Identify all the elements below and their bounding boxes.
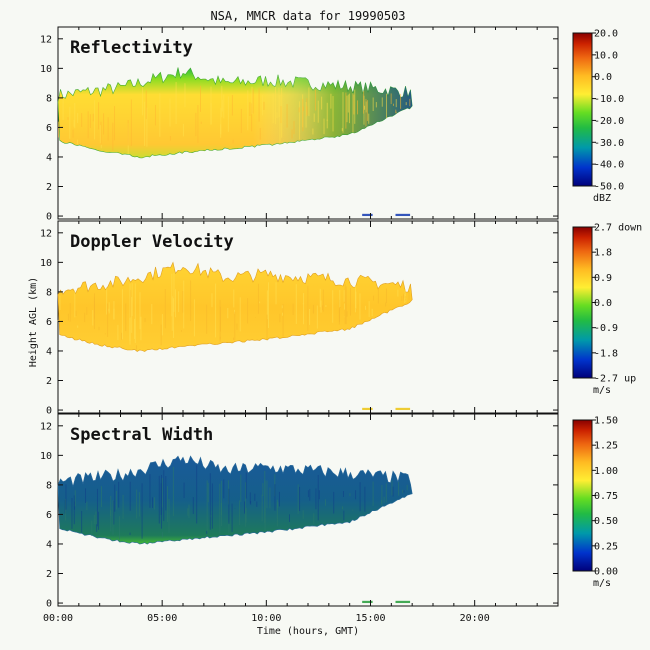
y-tick-label: 6 xyxy=(46,317,52,328)
colorbar-tick-label: 20.0 xyxy=(594,29,618,40)
cloud-echo xyxy=(57,455,413,545)
x-axis-label: Time (hours, GMT) xyxy=(257,626,359,637)
surface-echo xyxy=(395,213,411,217)
x-tick-label: 05:00 xyxy=(147,613,177,624)
panel-title: Doppler Velocity xyxy=(70,232,234,252)
surface-echo xyxy=(362,600,373,604)
x-tick-label: 10:00 xyxy=(251,613,281,624)
panel-1: Reflectivity 0 2 4 6 8 10 12 20.0 10.0 0.0 -10.0 -20… xyxy=(40,26,624,223)
y-tick-label: 12 xyxy=(40,34,52,45)
colorbar-units: dBZ xyxy=(593,193,611,204)
y-tick-label: 0 xyxy=(46,406,52,417)
colorbar-tick-label: 1.50 xyxy=(594,416,618,427)
y-tick-label: 2 xyxy=(46,569,52,580)
colorbar-tick-label: 0.75 xyxy=(594,491,618,502)
y-tick-label: 6 xyxy=(46,123,52,134)
panel-title: Reflectivity xyxy=(70,38,193,58)
y-tick-label: 6 xyxy=(46,510,52,521)
colorbar-tick-label: -40.0 xyxy=(594,160,624,171)
colorbar-tick-label: 1.00 xyxy=(594,466,618,477)
colorbar-tick-label: 0.50 xyxy=(594,516,618,527)
surface-echo xyxy=(395,407,411,411)
y-tick-label: 4 xyxy=(46,539,52,550)
colorbar-tick-label: 1.8 xyxy=(594,248,612,259)
y-tick-label: 10 xyxy=(40,258,52,269)
y-tick-label: 2 xyxy=(46,376,52,387)
colorbar xyxy=(572,419,593,572)
colorbar-tick-label: -50.0 xyxy=(594,182,624,193)
cloud-echo-weak-edge xyxy=(58,67,413,158)
colorbar-tick-label: 0.0 xyxy=(594,72,612,83)
surface-echo xyxy=(362,407,373,411)
colorbar xyxy=(572,226,593,379)
colorbar-tick-label: -30.0 xyxy=(594,138,624,149)
colorbar-tick-label: -0.9 xyxy=(594,323,618,334)
colorbar-tick-label: 0.25 xyxy=(594,541,618,552)
panel-title: Spectral Width xyxy=(70,425,213,445)
colorbar-tick-label: -10.0 xyxy=(594,94,624,105)
colorbar-units: m/s xyxy=(593,578,611,589)
surface-echo xyxy=(362,213,373,217)
x-tick-label: 15:00 xyxy=(355,613,385,624)
y-axis-label: Height AGL (km) xyxy=(28,277,39,367)
y-tick-label: 12 xyxy=(40,228,52,239)
y-tick-label: 8 xyxy=(46,480,52,491)
y-tick-label: 4 xyxy=(46,152,52,163)
colorbar-tick-label: -20.0 xyxy=(594,116,624,127)
colorbar xyxy=(572,32,593,187)
y-tick-label: 4 xyxy=(46,346,52,357)
y-tick-label: 12 xyxy=(40,421,52,432)
colorbar-tick-label: 10.0 xyxy=(594,50,618,61)
x-tick-label: 00:00 xyxy=(43,613,73,624)
figure-title: NSA, MMCR data for 19990503 xyxy=(210,9,405,23)
panel-3: Spectral Width 0 2 4 6 8 10 12 00:00 05:00 10:00 15… xyxy=(40,413,618,624)
y-tick-label: 0 xyxy=(46,212,52,223)
y-tick-label: 10 xyxy=(40,451,52,462)
y-tick-label: 8 xyxy=(46,287,52,298)
colorbar-tick-label: 1.25 xyxy=(594,441,618,452)
y-tick-label: 8 xyxy=(46,93,52,104)
panels: Reflectivity02468101220.010.00.0-10.0-20… xyxy=(40,26,642,624)
y-tick-label: 0 xyxy=(46,599,52,610)
y-tick-label: 10 xyxy=(40,64,52,75)
colorbar-units: m/s xyxy=(593,385,611,396)
y-tick-label: 2 xyxy=(46,182,52,193)
panel-2: Doppler Velocity 0 2 4 6 8 10 12 2.7 down 1.8 0.9 0… xyxy=(40,220,642,417)
colorbar-tick-label: 0.0 xyxy=(594,298,612,309)
colorbar-tick-label: 0.9 xyxy=(594,273,612,284)
colorbar-tick-label: 2.7 down xyxy=(594,223,642,234)
colorbar-tick-label: -1.8 xyxy=(594,348,618,359)
colorbar-tick-label: -2.7 up xyxy=(594,374,636,385)
surface-echo xyxy=(395,600,411,604)
cloud-echo xyxy=(57,261,413,352)
colorbar-tick-label: 0.00 xyxy=(594,567,618,578)
x-tick-label: 20:00 xyxy=(460,613,490,624)
